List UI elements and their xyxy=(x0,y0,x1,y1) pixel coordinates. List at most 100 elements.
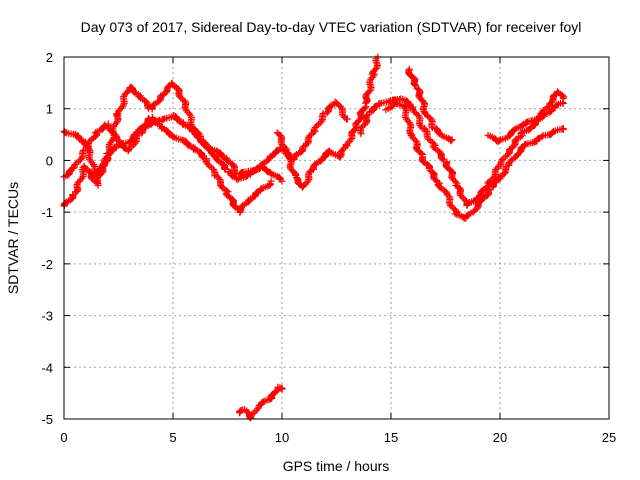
data-point xyxy=(150,117,158,125)
series-track-h xyxy=(484,88,568,145)
series-track-e xyxy=(356,95,567,209)
data-point xyxy=(218,152,226,160)
data-point xyxy=(484,186,492,194)
data-point xyxy=(306,168,314,176)
y-tick-label: 0 xyxy=(46,153,53,168)
data-point xyxy=(251,408,259,416)
data-point xyxy=(450,176,458,184)
data-point xyxy=(115,106,123,114)
x-tick-label: 20 xyxy=(493,430,507,445)
data-point xyxy=(184,141,192,149)
y-tick-label: -5 xyxy=(41,412,53,427)
data-point xyxy=(229,172,237,180)
series-track-f xyxy=(382,98,567,222)
x-tick-label: 5 xyxy=(169,430,176,445)
data-point xyxy=(213,172,221,180)
data-point xyxy=(254,405,262,413)
data-point xyxy=(417,149,425,157)
data-point xyxy=(86,137,94,145)
data-point xyxy=(458,193,466,201)
data-point xyxy=(306,132,314,140)
data-point xyxy=(125,145,133,153)
data-point xyxy=(221,166,229,174)
data-point xyxy=(412,82,420,90)
data-point xyxy=(447,202,455,210)
chart-title: Day 073 of 2017, Sidereal Day-to-day VTE… xyxy=(81,19,582,35)
series-track-c xyxy=(60,113,275,216)
data-point xyxy=(176,92,184,100)
data-point xyxy=(338,104,346,112)
y-tick-label: -1 xyxy=(41,205,53,220)
data-point xyxy=(79,148,87,156)
data-point xyxy=(457,192,465,200)
data-point xyxy=(267,169,275,177)
data-point xyxy=(331,98,339,106)
data-point xyxy=(204,161,212,169)
data-point xyxy=(267,177,275,185)
series-track-b xyxy=(60,112,286,185)
data-point xyxy=(278,140,286,148)
data-point xyxy=(506,157,514,165)
data-point xyxy=(339,112,347,120)
grid-layer xyxy=(64,57,609,419)
data-point xyxy=(265,181,273,189)
data-point xyxy=(198,153,206,161)
y-tick-label: 2 xyxy=(46,50,53,65)
y-tick-label: 1 xyxy=(46,102,53,117)
data-point xyxy=(425,135,433,143)
data-point xyxy=(83,146,91,154)
data-point xyxy=(279,142,287,150)
data-point xyxy=(493,164,501,172)
data-point xyxy=(485,185,493,193)
data-point xyxy=(447,137,455,145)
data-point xyxy=(188,128,196,136)
data-point xyxy=(253,189,261,197)
data-point xyxy=(464,199,472,207)
series-track-g xyxy=(405,65,456,145)
data-point xyxy=(498,156,506,164)
data-point xyxy=(411,80,419,88)
series-track-d xyxy=(273,53,382,191)
data-point xyxy=(238,202,246,210)
data-point xyxy=(273,147,281,155)
data-point xyxy=(104,154,112,162)
data-point xyxy=(112,119,120,127)
data-point xyxy=(78,154,86,162)
data-point xyxy=(438,155,446,163)
data-point xyxy=(342,141,350,149)
x-tick-label: 15 xyxy=(384,430,398,445)
x-tick-label: 0 xyxy=(60,430,67,445)
data-point xyxy=(405,101,413,109)
x-tick-label: 10 xyxy=(275,430,289,445)
data-point xyxy=(319,110,327,118)
data-point xyxy=(347,136,355,144)
x-axis-label: GPS time / hours xyxy=(283,458,390,474)
data-point xyxy=(311,124,319,132)
data-points-layer xyxy=(60,53,568,422)
x-tick-label: 25 xyxy=(602,430,616,445)
data-point xyxy=(448,136,456,144)
data-point xyxy=(319,111,327,119)
data-point xyxy=(135,93,143,101)
data-point xyxy=(169,133,177,141)
data-point xyxy=(178,120,186,128)
data-point xyxy=(182,107,190,115)
data-point xyxy=(408,133,416,141)
data-point xyxy=(534,135,542,143)
data-point xyxy=(130,131,138,139)
data-point xyxy=(248,411,256,419)
data-point xyxy=(278,384,286,392)
data-point xyxy=(318,117,326,125)
data-point xyxy=(75,177,83,185)
y-tick-label: -4 xyxy=(41,360,53,375)
plot-frame xyxy=(63,56,610,420)
data-point xyxy=(392,99,400,107)
data-point xyxy=(105,125,113,133)
data-point xyxy=(495,136,503,144)
data-point xyxy=(344,139,352,147)
data-point xyxy=(120,91,128,99)
data-point xyxy=(463,211,471,219)
y-tick-label: -3 xyxy=(41,309,53,324)
data-point xyxy=(258,184,266,192)
